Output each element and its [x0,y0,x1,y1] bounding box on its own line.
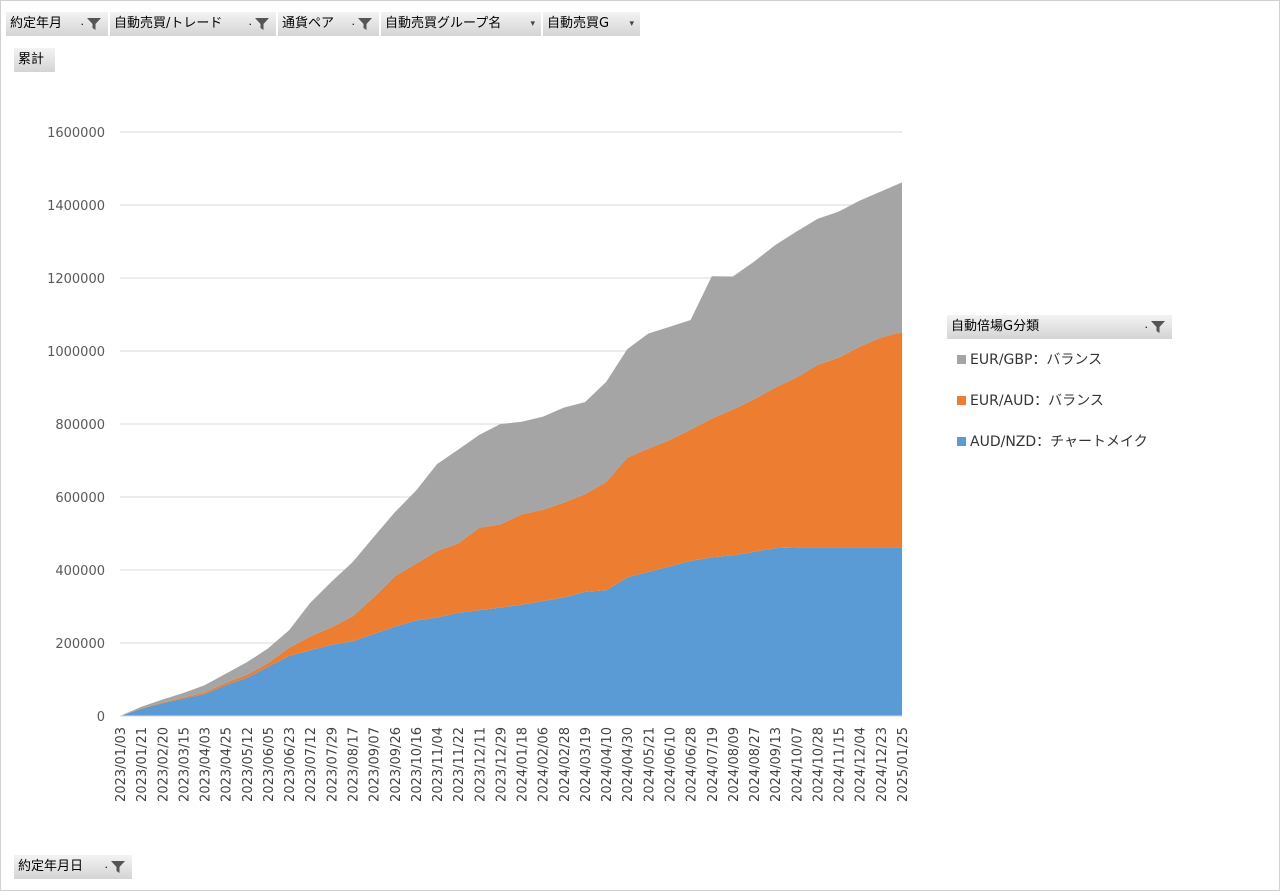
filter-icon[interactable] [254,16,270,32]
filter-active-mark: . [248,15,253,28]
legend-swatch [957,437,966,446]
filter-active-mark: . [1144,318,1149,331]
legend-label: AUD/NZD：チャートメイク [970,434,1148,450]
legend-entry-eur-aud[interactable]: EUR/AUD：バランス [957,392,1104,410]
filter-button-month[interactable]: 約定年月 . [6,12,109,36]
filter-active-mark: . [104,858,109,871]
legend-entry-aud-nzd[interactable]: AUD/NZD：チャートメイク [957,433,1148,451]
filter-button-group-name[interactable]: 自動売買グループ名 ▾ [381,12,542,36]
legend-field-button[interactable]: 自動倍場G分類 . [947,315,1173,339]
axis-field-button[interactable]: 約定年月日 . [14,855,133,879]
filter-active-mark: . [80,15,85,28]
values-field-label: 累計 [18,52,45,67]
filter-label: 約定年月 [10,16,63,31]
filter-label: 自動売買G [547,16,610,31]
legend-field-label: 自動倍場G分類 [951,319,1040,334]
axis-field-label: 約定年月日 [18,859,84,874]
filter-label: 自動売買グループ名 [385,16,502,31]
filter-icon[interactable] [1150,319,1166,335]
filter-active-mark: . [351,15,356,28]
filter-icon[interactable] [86,16,102,32]
legend-swatch [957,355,966,364]
dropdown-arrow-icon[interactable]: ▾ [530,19,535,29]
filter-label: 自動売買/トレード [114,16,223,31]
filter-label: 通貨ペア [282,16,335,31]
legend-label: EUR/GBP：バランス [970,352,1103,368]
filter-button-auto-trade[interactable]: 自動売買/トレード . [110,12,277,36]
legend-swatch [957,396,966,405]
filter-icon[interactable] [110,859,126,875]
dropdown-arrow-icon[interactable]: ▾ [629,19,634,29]
filter-icon[interactable] [357,16,373,32]
filter-button-currency-pair[interactable]: 通貨ペア . [278,12,380,36]
legend-entry-eur-gbp[interactable]: EUR/GBP：バランス [957,351,1102,369]
legend-label: EUR/AUD：バランス [970,393,1104,409]
values-field-button[interactable]: 累計 [14,48,56,72]
filter-button-group[interactable]: 自動売買G ▾ [543,12,641,36]
